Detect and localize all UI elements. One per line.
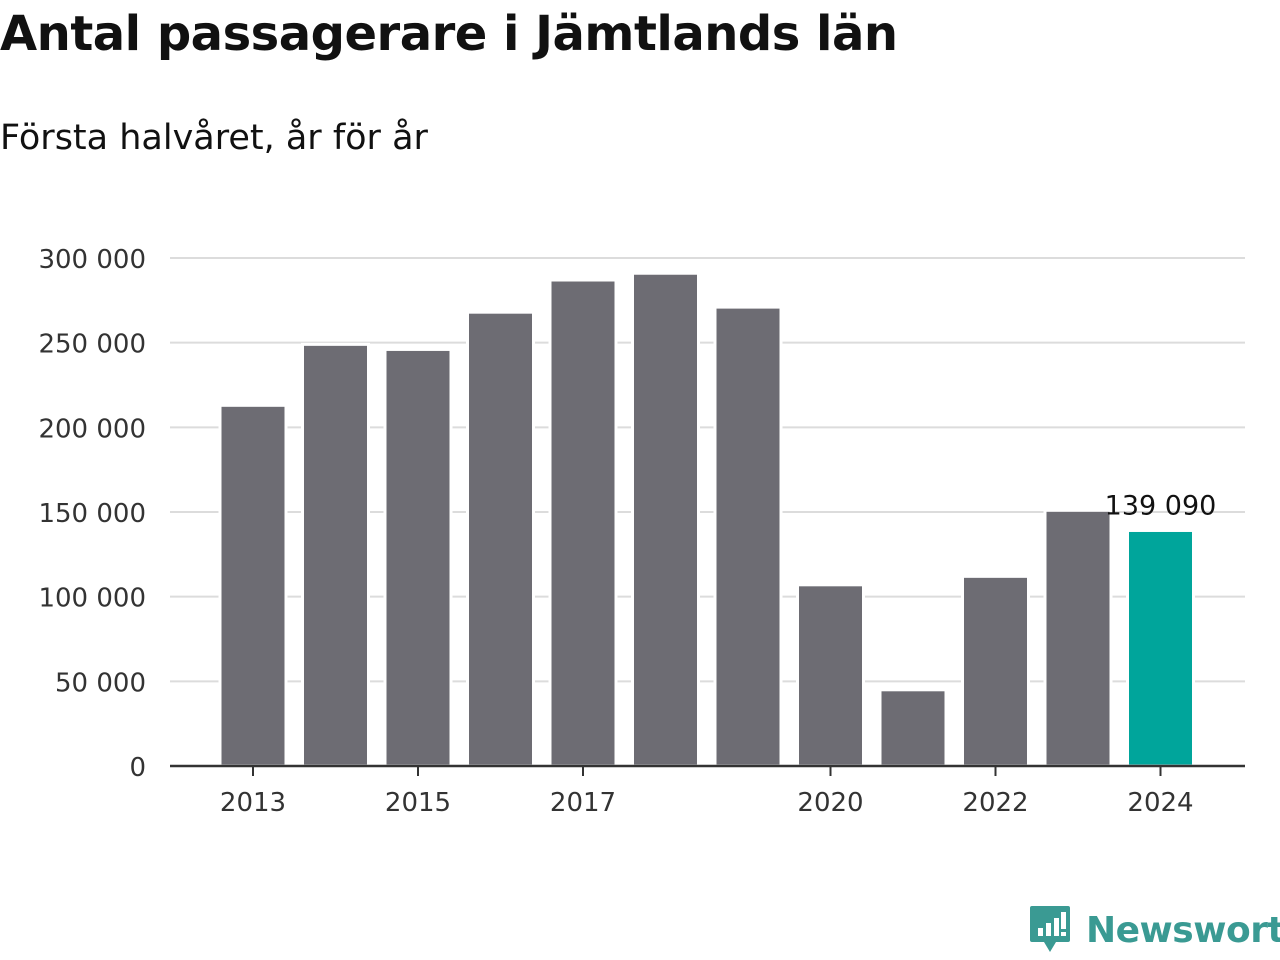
x-tick-label: 2024	[1127, 788, 1193, 818]
y-tick-label: 250 000	[38, 330, 146, 360]
brand-name: Newsworthy	[1086, 909, 1280, 951]
y-tick-label: 50 000	[55, 668, 146, 698]
y-tick-label: 300 000	[38, 245, 146, 275]
y-tick-label: 150 000	[38, 499, 146, 529]
x-tick-label: 2013	[220, 788, 286, 818]
y-tick-label: 200 000	[38, 414, 146, 444]
bar	[961, 574, 1030, 768]
x-tick-label: 2015	[385, 788, 451, 818]
x-tick-label: 2022	[962, 788, 1028, 818]
y-tick-label: 0	[129, 753, 146, 783]
bar	[878, 688, 948, 768]
bar	[301, 342, 370, 768]
bar	[1126, 528, 1195, 768]
brand-logo: Newsworthy	[1030, 906, 1280, 954]
bar	[796, 583, 865, 768]
bar	[218, 403, 288, 768]
bar	[1043, 508, 1113, 768]
bar	[548, 278, 618, 768]
bar	[383, 347, 453, 768]
newsworthy-logo-icon	[1030, 906, 1070, 952]
bar	[713, 305, 783, 768]
bar	[631, 271, 700, 768]
x-tick-label: 2017	[550, 788, 616, 818]
x-tick-label: 2020	[797, 788, 863, 818]
chart-subtitle: Första halvåret, år för år	[0, 118, 428, 158]
y-tick-label: 100 000	[38, 584, 146, 614]
bar	[466, 310, 535, 768]
data-label: 139 090	[1105, 490, 1217, 521]
chart-title: Antal passagerare i Jämtlands län	[0, 6, 898, 62]
